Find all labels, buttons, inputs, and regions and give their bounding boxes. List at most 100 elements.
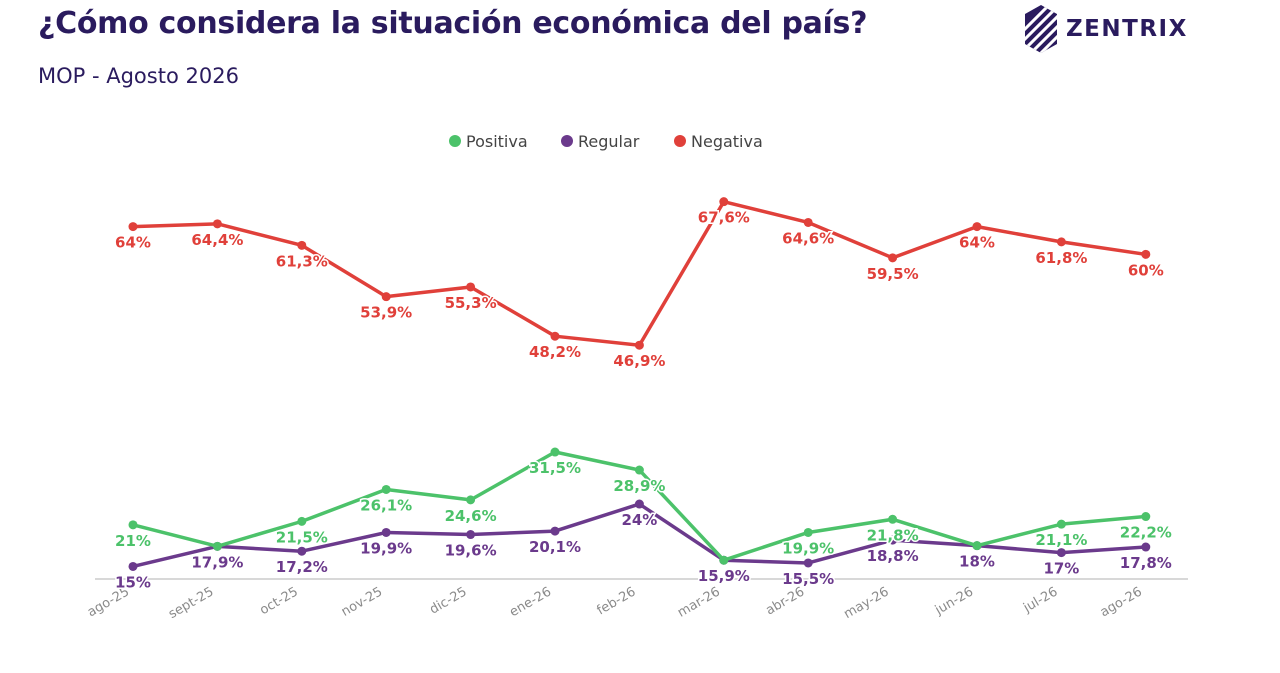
data-point-negativa bbox=[634, 340, 644, 350]
data-point-regular bbox=[297, 546, 307, 556]
data-label-positiva: 21,8% bbox=[867, 526, 919, 544]
data-point-negativa bbox=[888, 253, 898, 263]
data-label-negativa: 61,8% bbox=[1035, 249, 1087, 267]
data-label-positiva: 31,5% bbox=[529, 459, 581, 477]
legend-item-positiva: Positiva bbox=[449, 132, 528, 151]
legend-label: Positiva bbox=[466, 132, 528, 151]
x-tick-label: may-26 bbox=[841, 584, 891, 622]
data-label-regular: 15% bbox=[115, 573, 151, 591]
data-label-regular: 19,9% bbox=[360, 539, 412, 557]
data-point-negativa bbox=[972, 222, 982, 232]
data-point-regular bbox=[381, 527, 391, 537]
data-point-positiva bbox=[972, 541, 982, 551]
data-label-negativa: 64% bbox=[959, 234, 995, 252]
data-label-positiva: 21,5% bbox=[276, 528, 328, 546]
data-point-positiva bbox=[466, 495, 476, 505]
data-label-negativa: 46,9% bbox=[613, 352, 665, 370]
x-tick-label: ago-26 bbox=[1098, 584, 1145, 620]
data-label-regular: 20,1% bbox=[529, 538, 581, 556]
data-label-positiva: 21,1% bbox=[1035, 531, 1087, 549]
data-label-negativa: 48,2% bbox=[529, 343, 581, 361]
legend-marker bbox=[449, 135, 461, 147]
data-label-regular: 18% bbox=[959, 553, 995, 571]
series-line-negativa bbox=[132, 199, 1147, 347]
data-point-negativa bbox=[1141, 249, 1151, 259]
data-label-regular: 17,8% bbox=[1120, 554, 1172, 572]
data-point-negativa bbox=[550, 331, 560, 341]
data-label-positiva: 22,2% bbox=[1120, 524, 1172, 542]
x-tick-label: sept-25 bbox=[166, 584, 216, 622]
chart-subtitle: MOP - Agosto 2026 bbox=[38, 64, 239, 88]
data-point-positiva bbox=[888, 514, 898, 524]
data-label-regular: 17,2% bbox=[276, 558, 328, 576]
data-point-negativa bbox=[212, 219, 222, 229]
legend-label: Regular bbox=[578, 132, 640, 151]
data-point-positiva bbox=[550, 447, 560, 457]
data-label-negativa: 64,6% bbox=[782, 229, 834, 247]
brand-name: ZENTRIX bbox=[1066, 16, 1188, 42]
data-point-regular bbox=[1056, 548, 1066, 558]
data-label-negativa: 64% bbox=[115, 234, 151, 252]
legend-label: Negativa bbox=[691, 132, 763, 151]
legend-marker bbox=[561, 135, 573, 147]
x-tick-label: feb-26 bbox=[594, 584, 638, 618]
data-point-negativa bbox=[1056, 237, 1066, 247]
data-label-regular: 19,6% bbox=[445, 542, 497, 560]
data-label-positiva: 28,9% bbox=[613, 477, 665, 495]
data-label-regular: 17,9% bbox=[191, 553, 243, 571]
data-label-positiva: 24,6% bbox=[445, 507, 497, 525]
data-label-regular: 17% bbox=[1043, 560, 1079, 578]
brand-mark-icon bbox=[1025, 5, 1057, 53]
data-point-negativa bbox=[297, 240, 307, 250]
data-point-regular bbox=[550, 526, 560, 536]
data-label-positiva: 26,1% bbox=[360, 496, 412, 514]
data-label-negativa: 67,6% bbox=[698, 209, 750, 227]
data-point-positiva bbox=[381, 484, 391, 494]
data-point-regular bbox=[803, 558, 813, 568]
data-label-negativa: 64,4% bbox=[191, 231, 243, 249]
data-point-negativa bbox=[719, 197, 729, 207]
data-point-positiva bbox=[1056, 519, 1066, 529]
data-point-positiva bbox=[212, 541, 222, 551]
data-point-negativa bbox=[466, 282, 476, 292]
data-point-negativa bbox=[381, 292, 391, 302]
data-label-positiva: 19,9% bbox=[782, 539, 834, 557]
data-label-negativa: 60% bbox=[1128, 261, 1164, 279]
data-label-regular: 15,5% bbox=[782, 570, 834, 588]
data-label-negativa: 53,9% bbox=[360, 304, 412, 322]
legend-item-negativa: Negativa bbox=[674, 132, 763, 151]
legend-marker bbox=[674, 135, 686, 147]
data-point-negativa bbox=[803, 217, 813, 227]
x-tick-label: mar-26 bbox=[675, 584, 723, 620]
data-label-regular: 18,8% bbox=[867, 547, 919, 565]
legend-item-regular: Regular bbox=[561, 132, 640, 151]
x-tick-label: jul-26 bbox=[1020, 584, 1060, 616]
x-tick-label: oct-25 bbox=[257, 584, 300, 618]
data-point-negativa bbox=[128, 222, 138, 232]
data-point-regular bbox=[888, 535, 898, 545]
data-point-regular bbox=[466, 530, 476, 540]
data-label-positiva: 21% bbox=[115, 532, 151, 550]
data-point-positiva bbox=[128, 520, 138, 530]
data-point-positiva bbox=[719, 555, 729, 565]
chart-title: ¿Cómo considera la situación económica d… bbox=[38, 6, 868, 41]
x-tick-label: dic-25 bbox=[427, 584, 469, 617]
data-label-regular: 24% bbox=[621, 511, 657, 529]
data-label-negativa: 59,5% bbox=[867, 265, 919, 283]
x-tick-label: nov-25 bbox=[339, 584, 385, 619]
data-point-regular bbox=[128, 561, 138, 571]
data-label-regular: 15,9% bbox=[698, 567, 750, 585]
data-label-negativa: 61,3% bbox=[276, 252, 328, 270]
data-label-negativa: 55,3% bbox=[445, 294, 497, 312]
brand-logo: ZENTRIX bbox=[1024, 4, 1188, 54]
data-point-positiva bbox=[1141, 512, 1151, 522]
data-point-positiva bbox=[803, 527, 813, 537]
data-point-regular bbox=[1141, 542, 1151, 552]
x-tick-label: jun-26 bbox=[932, 584, 976, 618]
data-point-positiva bbox=[634, 465, 644, 475]
data-point-regular bbox=[634, 499, 644, 509]
data-point-positiva bbox=[297, 516, 307, 526]
x-tick-label: ene-26 bbox=[507, 584, 554, 620]
x-tick-label: abr-26 bbox=[763, 584, 807, 618]
